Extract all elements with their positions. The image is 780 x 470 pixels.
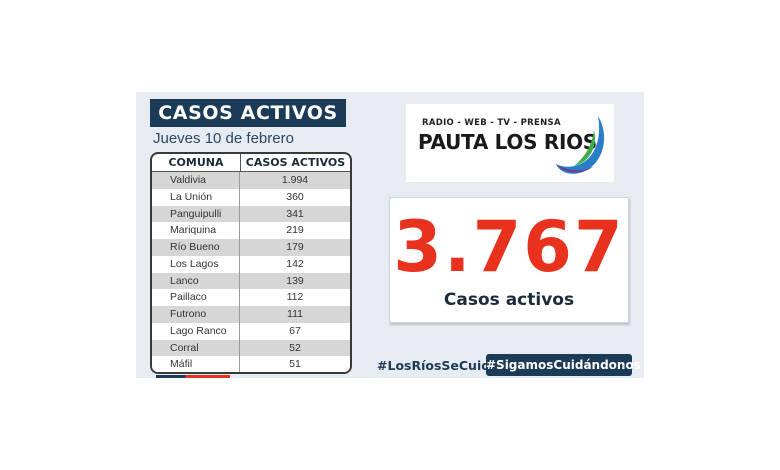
comuna-cell: Corral: [152, 339, 240, 357]
comuna-cell: Valdivia: [152, 172, 240, 189]
comuna-cell: Mariquina: [152, 222, 240, 239]
cases-cell: 67: [289, 324, 301, 337]
total-cases-value: 3.767: [393, 206, 625, 288]
cases-cell: 360: [286, 190, 304, 203]
table-row: Los Lagos 142: [152, 255, 350, 273]
table-row: Mariquina 219: [152, 222, 350, 239]
cases-table: COMUNA CASOS ACTIVOS Valdivia 1.994 La Uni…: [150, 152, 352, 374]
table-row: Valdivia 1.994: [152, 172, 350, 189]
cases-cell: 179: [286, 241, 304, 253]
total-cases-box: 3.767 Casos activos: [389, 197, 629, 323]
table-row: Corral 52: [152, 339, 350, 357]
comuna-cell: Paillaco: [152, 289, 240, 306]
comuna-cell: Máfil: [152, 356, 240, 372]
table-row: Lanco 139: [152, 272, 350, 290]
cases-cell: 111: [287, 308, 303, 320]
cases-cell: 1.994: [281, 174, 309, 186]
logo: RADIO - WEB - TV - PRENSA PAUTA LOS RIOS: [406, 104, 614, 182]
table-row: Lago Ranco 67: [152, 322, 350, 340]
comuna-cell: Río Bueno: [152, 239, 240, 256]
date-label: Jueves 10 de febrero: [153, 130, 294, 147]
logo-wordmark: PAUTA LOS RIOS: [418, 130, 597, 154]
comuna-cell: Los Lagos: [152, 255, 240, 273]
total-cases-label: Casos activos: [443, 290, 575, 310]
comuna-cell: Lanco: [152, 272, 240, 290]
column-header-comuna: COMUNA: [152, 154, 241, 171]
hashtag-sigamos: #SigamosCuidándonos: [486, 354, 641, 376]
cases-cell: 139: [286, 274, 304, 287]
cases-cell: 51: [289, 358, 301, 371]
table-row: Río Bueno 179: [152, 239, 350, 256]
column-header-casos: CASOS ACTIVOS: [245, 156, 346, 169]
cases-cell: 112: [286, 291, 304, 304]
table-row: Máfil 51: [152, 356, 350, 372]
cases-cell: 341: [286, 207, 304, 220]
comuna-cell: Panguipulli: [152, 205, 240, 223]
cases-cell: 219: [286, 224, 304, 237]
comuna-cell: Futrono: [152, 306, 240, 323]
logo-name-part1: PAUTA LOS: [418, 130, 544, 154]
table-body: Valdivia 1.994 La Unión 360 Panguipulli 341 Ma…: [152, 172, 350, 372]
comuna-cell: La Unión: [152, 188, 240, 206]
logo-swoosh-icon: [556, 116, 605, 174]
cases-cell: 142: [286, 257, 304, 270]
comuna-cell: Lago Ranco: [152, 322, 240, 340]
table-row: Futrono 111: [152, 306, 350, 323]
logo-tagline: RADIO - WEB - TV - PRENSA: [422, 118, 561, 128]
table-row: Paillaco 112: [152, 289, 350, 306]
table-row: La Unión 360: [152, 188, 350, 206]
table-header: COMUNA CASOS ACTIVOS: [152, 154, 350, 172]
table-row: Panguipulli 341: [152, 205, 350, 223]
page-title: CASOS ACTIVOS: [150, 99, 346, 127]
flag-stripe: [156, 375, 230, 378]
cases-cell: 52: [289, 341, 301, 354]
hashtag-los-rios: #LosRíosSeCuida: [377, 358, 499, 373]
